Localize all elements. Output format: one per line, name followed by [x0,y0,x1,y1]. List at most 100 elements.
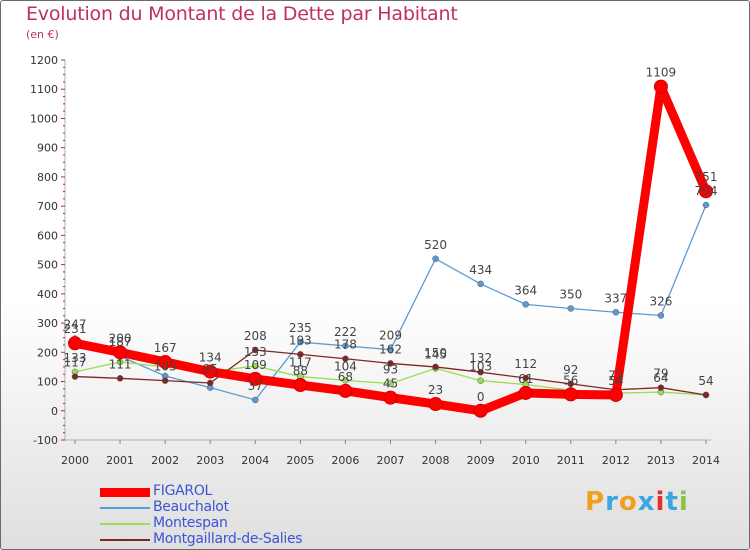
data-point [252,396,259,404]
y-tick-label: 1000 [30,112,58,125]
data-point [612,309,620,316]
y-tick-label: 0 [51,405,58,418]
data-point [342,377,349,384]
data-label: 109 [244,358,267,372]
data-label: 111 [109,357,132,371]
data-label: 364 [514,283,537,297]
data-label: 133 [64,351,87,365]
chart-title: Evolution du Montant de la Dette par Hab… [26,3,458,25]
data-label: 235 [289,321,312,335]
data-label: 222 [334,325,357,339]
data-point [113,345,128,360]
data-point [206,379,214,387]
data-point [338,383,353,398]
data-label: 112 [514,357,537,371]
legend-label-montespan: Montespan [153,515,228,531]
x-tick-label: 2000 [61,454,89,467]
legend-label-figarol: FIGAROL [153,483,213,499]
data-label: 153 [244,345,267,359]
x-tick-label: 2010 [512,454,540,467]
data-label: 337 [604,291,627,305]
data-label: 326 [649,294,672,308]
data-point [477,368,484,376]
x-tick-label: 2003 [196,454,224,467]
data-point [252,362,259,370]
logo-letter: x [637,487,656,517]
y-tick-label: 500 [37,259,58,272]
data-point [158,354,173,369]
data-point [383,390,398,405]
legend-label-montgaillard: Montgaillard-de-Salies [153,531,303,547]
logo-letter: o [618,487,638,517]
logo-letter: P [585,487,606,517]
data-point [657,312,665,319]
data-point [522,301,529,308]
logo-letter: r [605,487,619,517]
data-label: 104 [334,359,357,373]
data-label: 56 [563,373,578,387]
data-label: 150 [424,346,447,360]
logo-letter: i [655,487,666,517]
data-label: 72 [608,369,623,383]
data-point [477,280,484,288]
data-point [71,373,79,380]
data-point [252,346,259,354]
x-tick-label: 2005 [286,454,314,467]
data-label: 45 [383,377,398,391]
y-tick-label: 100 [37,376,58,389]
data-point [342,342,349,350]
x-tick-label: 2011 [557,454,585,467]
data-label: 117 [289,356,312,370]
data-label: 79 [653,367,668,381]
data-label: 132 [469,351,492,365]
data-label: 54 [698,374,713,388]
x-tick-label: 2002 [151,454,179,467]
data-label: 209 [379,329,402,343]
y-tick-label: -100 [33,434,58,447]
data-point [563,387,578,402]
data-label: 93 [383,363,398,377]
y-tick-label: 1200 [30,54,58,67]
y-tick-label: 800 [37,171,58,184]
data-label: 434 [469,263,492,277]
data-point [567,380,575,388]
legend-swatch-figarol [100,488,150,497]
x-tick-label: 2001 [106,454,134,467]
data-point [387,346,394,353]
data-label: 68 [338,370,353,384]
x-tick-label: 2008 [422,454,450,467]
proxiti-logo: Proxiti [585,487,689,517]
y-tick-label: 700 [37,200,58,213]
data-label: 37 [248,379,263,393]
data-label: 0 [477,390,485,404]
data-point [248,371,263,386]
data-label: 162 [379,342,402,356]
logo-letter: i [678,487,689,517]
data-point [293,378,308,393]
data-label: 92 [563,363,578,377]
data-label: 193 [289,333,312,347]
x-tick-label: 2012 [602,454,630,467]
legend-swatch-beauchalot [100,507,150,509]
data-label: 520 [424,238,447,252]
data-point [608,387,623,402]
data-label: 64 [653,371,668,385]
data-point [203,364,218,379]
x-tick-label: 2009 [467,454,495,467]
data-point [432,255,439,263]
legend-label-beauchalot: Beauchalot [153,499,229,515]
data-label: 231 [64,322,87,336]
data-label: 23 [428,383,443,397]
data-point [653,79,668,94]
data-label: 103 [154,360,177,374]
data-label: 247 [64,318,87,332]
data-point [428,397,443,412]
data-point [657,384,665,391]
data-point [702,391,710,399]
legend-swatch-montgaillard [100,539,150,541]
y-tick-label: 300 [37,317,58,330]
data-point [702,201,710,209]
x-tick-label: 2007 [377,454,405,467]
